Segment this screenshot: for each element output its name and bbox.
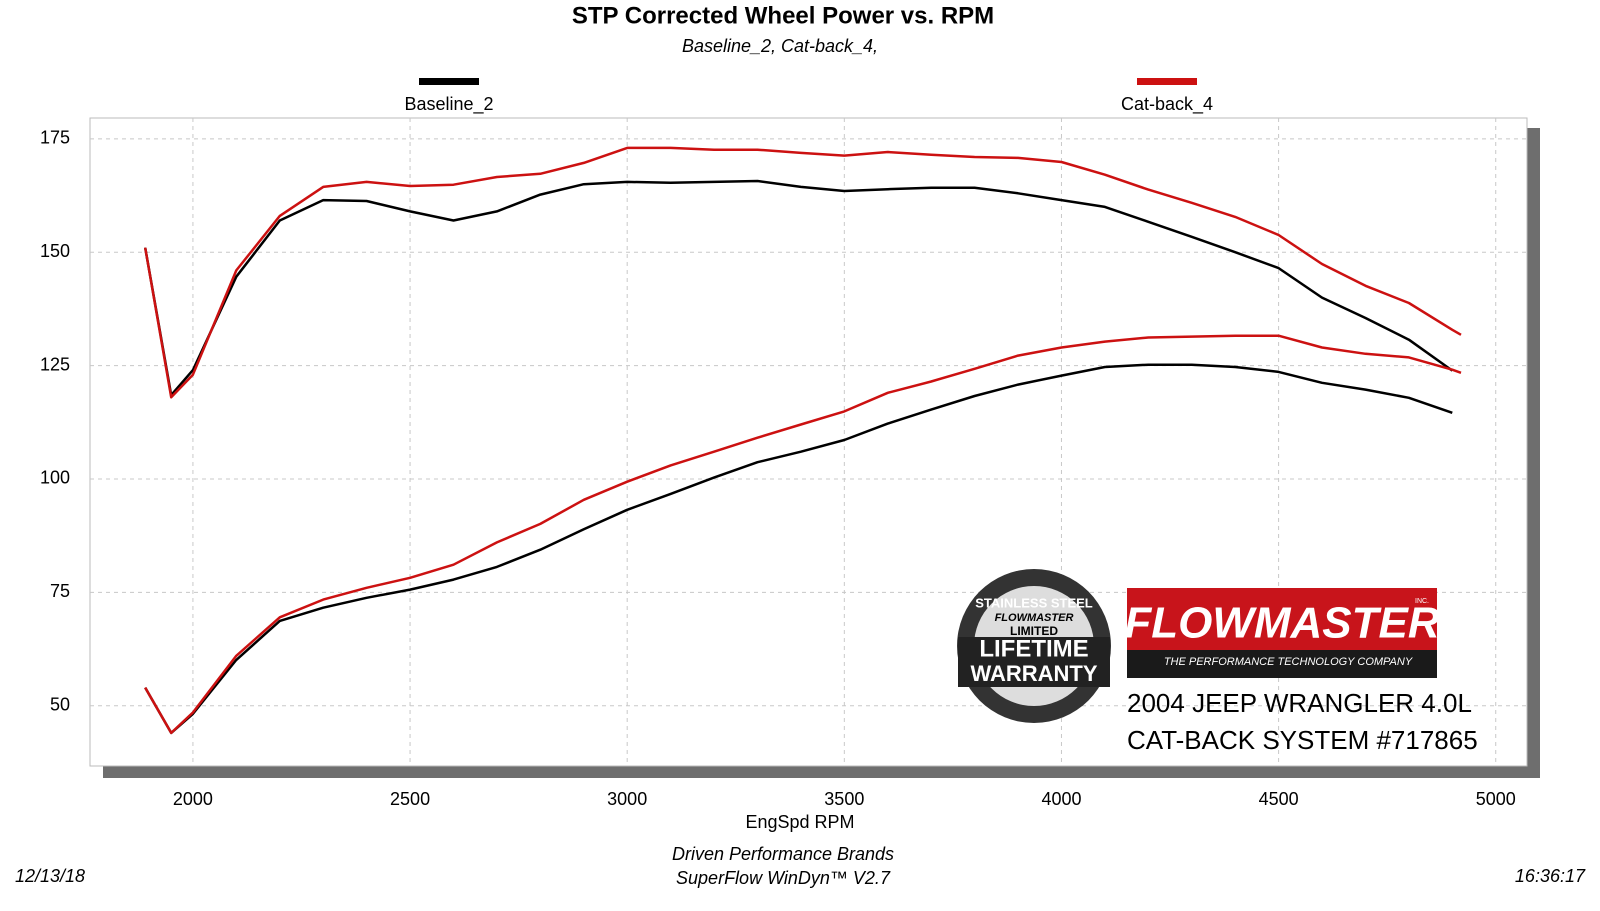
badge-top: STAINLESS STEEL (975, 595, 1093, 610)
logo-inc: INC. (1415, 598, 1429, 605)
logo-bar (1127, 650, 1437, 678)
x-tick-label: 3000 (607, 789, 647, 809)
x-tick-label: 4000 (1041, 789, 1081, 809)
y-tick-label: 175 (40, 128, 70, 148)
annotation: CAT-BACK SYSTEM #717865 (1127, 725, 1478, 755)
logo-tagline: THE PERFORMANCE TECHNOLOGY COMPANY (1164, 656, 1413, 668)
badge-limited: LIMITED (1010, 624, 1058, 638)
x-tick-label: 2500 (390, 789, 430, 809)
badge-line1: LIFETIME (979, 635, 1088, 662)
series-line (143, 146, 1462, 399)
chart-title: STP Corrected Wheel Power vs. RPM (572, 2, 994, 29)
warranty-badge: STAINLESS STEEL FLOWMASTER LIMITED LIFET… (957, 569, 1111, 723)
y-tick-label: 100 (40, 468, 70, 488)
x-tick-label: 3500 (824, 789, 864, 809)
legend-swatch (419, 78, 479, 85)
footer-software: SuperFlow WinDyn™ V2.7 (676, 868, 891, 888)
logo-brand: FLOWMASTER (1124, 599, 1440, 648)
badge-brand: FLOWMASTER (995, 612, 1074, 624)
annotation: 2004 JEEP WRANGLER 4.0L (1127, 688, 1472, 718)
legend-label: Cat-back_4 (1121, 94, 1213, 115)
x-tick-label: 5000 (1476, 789, 1516, 809)
chart-subtitle: Baseline_2, Cat-back_4, (682, 36, 878, 56)
y-tick-label: 150 (40, 241, 70, 261)
series-line (144, 363, 1453, 735)
y-tick-label: 50 (50, 694, 70, 714)
x-tick-label: 2000 (173, 789, 213, 809)
flowmaster-logo: FLOWMASTER INC. THE PERFORMANCE TECHNOLO… (1124, 588, 1440, 678)
series-line (144, 334, 1462, 735)
x-tick-label: 4500 (1259, 789, 1299, 809)
badge-line2: WARRANTY (970, 661, 1097, 686)
badge-band (958, 637, 1110, 687)
x-axis-label: EngSpd RPM (745, 812, 854, 832)
series-line (143, 179, 1454, 397)
legend-swatch (1137, 78, 1197, 85)
footer-time: 16:36:17 (1515, 866, 1586, 886)
footer-company: Driven Performance Brands (672, 844, 894, 864)
legend-label: Baseline_2 (404, 94, 493, 115)
footer-date: 12/13/18 (15, 866, 85, 886)
y-tick-label: 75 (50, 581, 70, 601)
y-tick-label: 125 (40, 354, 70, 374)
